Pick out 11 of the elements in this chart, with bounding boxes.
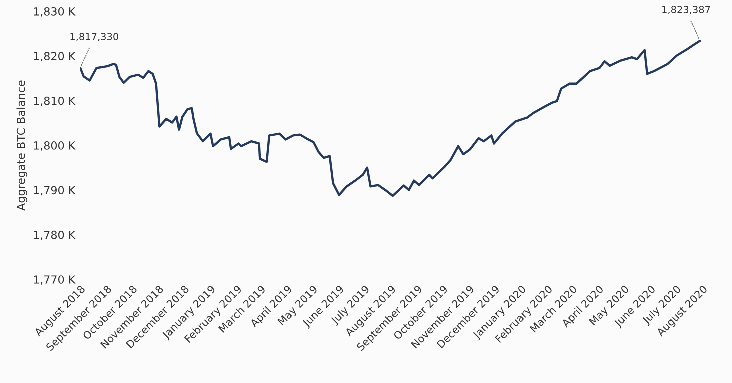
y-tick-label: 1,800 K — [34, 142, 76, 152]
y-axis-title: Aggregate BTC Balance — [16, 80, 28, 211]
y-tick-label: 1,810 K — [34, 96, 76, 106]
line-series — [80, 40, 702, 198]
y-tick-label: 1,820 K — [34, 52, 76, 62]
y-tick-label: 1,770 K — [34, 276, 76, 286]
annotation: 1,823,387 — [662, 6, 710, 14]
y-tick-label: 1,790 K — [34, 186, 76, 196]
y-tick-label: 1,780 K — [34, 230, 76, 240]
y-tick-label: 1,830 K — [34, 7, 76, 18]
annotation: 1,817,330 — [70, 33, 119, 42]
